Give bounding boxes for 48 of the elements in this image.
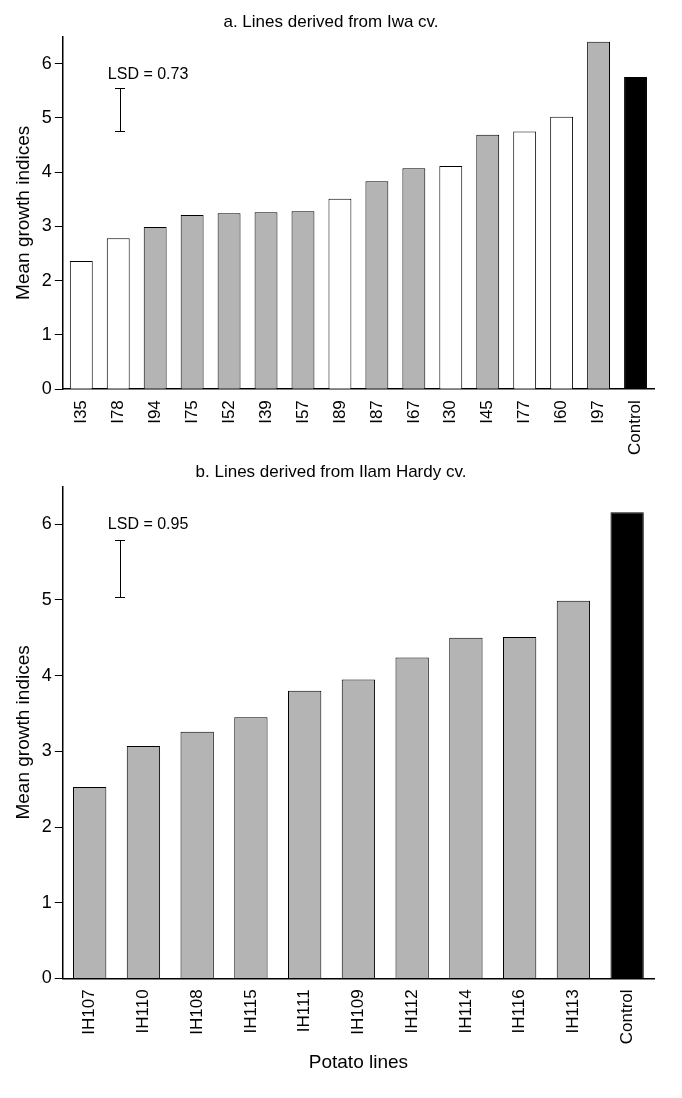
y-tick-label: 3 [41,215,52,236]
y-tick-label: 4 [41,664,52,685]
x-tick-label: I87 [366,400,386,424]
y-tick-label: 6 [41,513,52,534]
x-tick-label: I67 [403,400,423,424]
annotation: LSD = 0.73 [107,64,189,82]
x-tick-label: IH115 [240,989,260,1034]
y-tick-label: 2 [41,815,52,836]
x-tick-label: I75 [181,400,201,424]
x-axis-title: Potato lines [308,1050,409,1072]
y-tick-label: 0 [41,378,52,399]
x-tick-label: I94 [144,400,164,424]
y-axis-title: Mean growth indices [11,125,33,300]
x-tick-label: I39 [255,400,275,424]
chart-title: b. Lines derived from Ilam Hardy cv. [195,461,467,481]
y-tick-label: 5 [41,106,52,127]
x-tick-label: I52 [218,400,238,424]
x-tick-label: Control [625,400,645,456]
x-tick-label: I45 [477,400,497,424]
x-tick-label: I30 [440,400,460,424]
y-axis-title: Mean growth indices [11,645,33,820]
x-tick-label: I60 [551,400,571,424]
x-tick-label: I89 [329,400,349,424]
x-tick-label: IH113 [563,989,583,1034]
y-tick-label: 3 [41,740,52,761]
y-tick-label: 4 [41,161,52,182]
x-tick-label: Control [616,989,636,1045]
y-tick-label: 5 [41,588,52,609]
x-tick-label: IH108 [186,989,206,1035]
x-tick-label: IH107 [79,989,99,1035]
annotation: LSD = 0.95 [107,514,189,532]
x-tick-label: I78 [107,400,127,424]
x-tick-label: I57 [292,400,312,424]
y-tick-label: 6 [41,52,52,73]
x-tick-label: I35 [70,400,90,424]
x-tick-label: IH112 [401,989,421,1034]
x-tick-label: IH110 [133,989,153,1034]
x-tick-label: IH114 [455,989,475,1034]
chart-title: a. Lines derived from Iwa cv. [223,11,439,31]
y-tick-label: 1 [41,323,52,344]
x-tick-label: IH116 [509,989,529,1034]
y-tick-label: 1 [41,891,52,912]
y-tick-label: 2 [41,269,52,290]
x-tick-label: I77 [514,400,534,424]
y-tick-label: 0 [41,967,52,988]
x-tick-label: I97 [588,400,608,424]
x-tick-label: IH109 [348,989,368,1035]
x-tick-label: IH111 [294,989,314,1033]
